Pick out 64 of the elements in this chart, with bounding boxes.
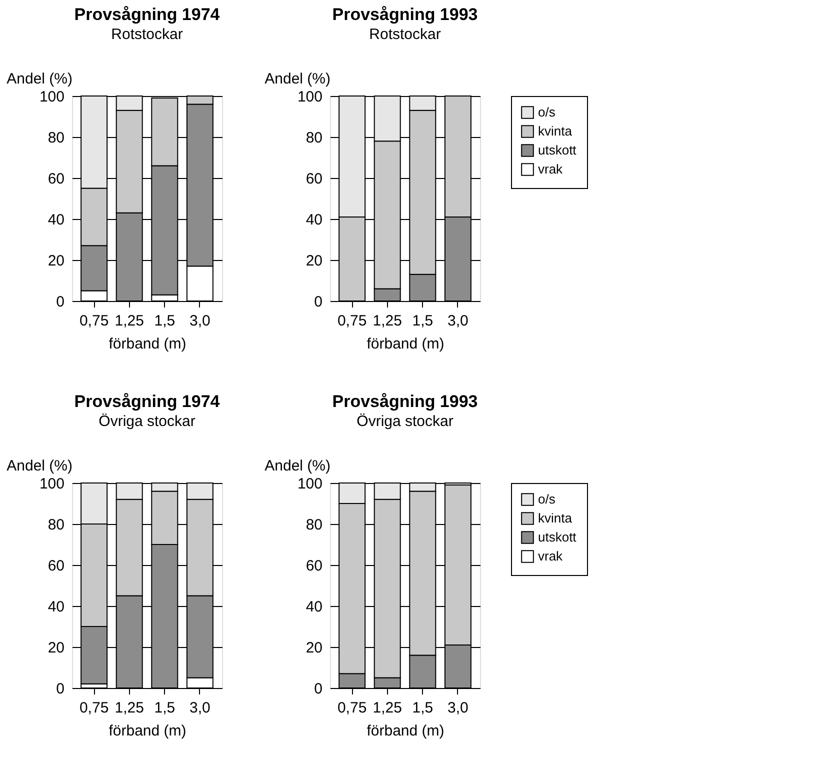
chart-title: Provsågning 1974 <box>74 5 220 24</box>
chart-subtitle: Rotstockar <box>111 26 183 43</box>
chart-subtitle: Övriga stockar <box>356 413 454 430</box>
chart-title: Provsågning 1993 <box>332 392 478 411</box>
y-tick-label: 40 <box>306 212 322 228</box>
legend-label: kvinta <box>538 510 573 526</box>
x-axis-title: förband (m) <box>108 336 186 352</box>
y-tick-label: 80 <box>306 130 322 146</box>
y-tick-label: 80 <box>48 516 64 534</box>
y-tick-label: 60 <box>48 558 64 574</box>
y-tick-label: 60 <box>48 170 64 188</box>
y-tick-label: 100 <box>39 476 64 492</box>
legend-label: o/s <box>538 492 556 506</box>
y-tick-label: 100 <box>297 476 322 492</box>
y-tick-label: 40 <box>48 212 64 228</box>
y-tick-label: 0 <box>56 294 64 310</box>
y-tick-label: 20 <box>306 252 322 270</box>
x-tick-label: 0,75 <box>79 700 109 716</box>
x-tick-label: 1,25 <box>114 700 144 716</box>
y-tick-label: 40 <box>306 598 322 616</box>
x-tick-label: 1,25 <box>114 312 144 330</box>
x-tick-label: 1,5 <box>412 312 434 330</box>
legend-label: vrak <box>538 548 564 564</box>
y-axis-title: Andel (%) <box>264 70 331 88</box>
chart-title: Provsågning 1993 <box>332 5 478 24</box>
y-tick-label: 20 <box>48 640 64 656</box>
x-tick-label: 1,25 <box>372 312 402 330</box>
y-tick-label: 100 <box>297 88 322 106</box>
x-tick-label: 1,5 <box>154 312 176 330</box>
y-tick-label: 0 <box>56 680 64 698</box>
y-tick-label: 20 <box>306 640 322 656</box>
chart-subtitle: Rotstockar <box>369 26 441 43</box>
y-tick-label: 20 <box>48 252 64 270</box>
y-tick-label: 40 <box>48 598 64 616</box>
y-tick-label: 0 <box>314 680 322 698</box>
legend-label: vrak <box>538 162 564 176</box>
legend-label: utskott <box>538 530 577 544</box>
x-tick-label: 1,25 <box>372 700 402 716</box>
y-axis-title: Andel (%) <box>6 70 73 88</box>
y-axis-title: Andel (%) <box>264 458 331 474</box>
y-tick-label: 80 <box>48 130 64 146</box>
chart-title: Provsågning 1974 <box>74 392 220 411</box>
x-axis-title: förband (m) <box>108 722 186 740</box>
y-tick-label: 100 <box>39 88 64 106</box>
x-tick-label: 3,0 <box>448 312 468 330</box>
x-axis-title: förband (m) <box>366 336 444 352</box>
y-tick-label: 80 <box>306 516 322 534</box>
y-tick-label: 60 <box>306 170 322 188</box>
x-tick-label: 1,5 <box>154 700 176 716</box>
legend-label: utskott <box>538 142 577 158</box>
legend-label: kvinta <box>538 124 573 138</box>
y-tick-label: 0 <box>314 294 322 310</box>
x-tick-label: 3,0 <box>190 312 210 330</box>
x-tick-label: 0,75 <box>337 312 367 330</box>
x-tick-label: 0,75 <box>79 312 109 330</box>
chart-subtitle: Övriga stockar <box>98 413 196 430</box>
x-tick-label: 3,0 <box>448 700 468 716</box>
y-tick-label: 60 <box>306 558 322 574</box>
y-axis-title: Andel (%) <box>6 458 73 474</box>
x-tick-label: 0,75 <box>337 700 367 716</box>
x-axis-title: förband (m) <box>366 722 444 740</box>
x-tick-label: 1,5 <box>412 700 434 716</box>
legend-label: o/s <box>538 104 556 120</box>
x-tick-label: 3,0 <box>190 700 210 716</box>
